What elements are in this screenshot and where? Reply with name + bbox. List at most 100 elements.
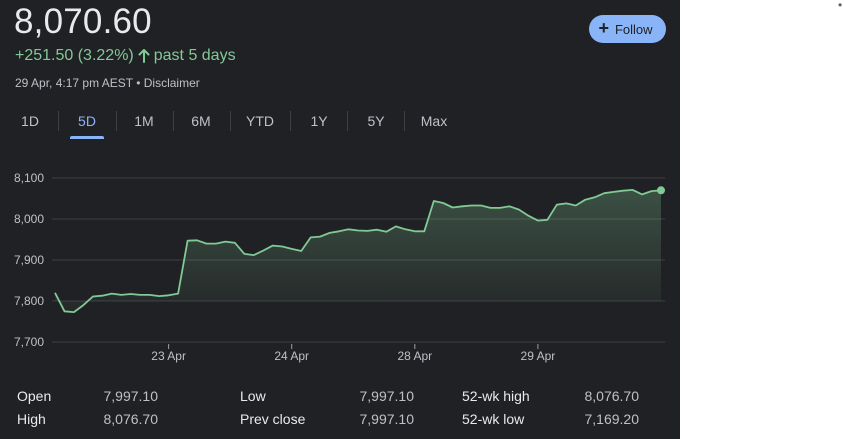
data-point bbox=[613, 191, 615, 193]
stat-prev-close-value: 7,997.10 bbox=[359, 411, 415, 427]
data-point bbox=[632, 189, 634, 191]
stat-high-label: High bbox=[17, 411, 46, 427]
y-tick-label: 8,100 bbox=[14, 171, 44, 185]
corner-dot: • bbox=[838, 0, 843, 12]
data-point bbox=[215, 243, 217, 245]
stat-prev-close-label: Prev close bbox=[240, 411, 306, 427]
tab-6m[interactable]: 6M bbox=[191, 113, 211, 129]
data-point bbox=[404, 228, 406, 230]
data-point bbox=[499, 207, 501, 209]
tab-max[interactable]: Max bbox=[420, 113, 448, 129]
data-point bbox=[177, 293, 179, 295]
data-point bbox=[243, 253, 245, 255]
data-point bbox=[509, 205, 511, 207]
data-point bbox=[366, 230, 368, 232]
data-point bbox=[641, 193, 643, 195]
data-point bbox=[414, 230, 416, 232]
stock-quote-panel: 8,070.60 +251.50 (3.22%) past 5 days 29 … bbox=[0, 0, 680, 439]
data-point bbox=[423, 230, 425, 232]
current-price: 8,070.60 bbox=[14, 2, 152, 41]
data-point bbox=[54, 292, 56, 294]
data-point bbox=[63, 310, 65, 312]
data-points bbox=[54, 186, 665, 313]
data-point bbox=[338, 230, 340, 232]
tab-divider bbox=[230, 111, 231, 131]
stat-low-value: 7,997.10 bbox=[359, 388, 415, 404]
data-point bbox=[168, 294, 170, 296]
tab-5d[interactable]: 5D bbox=[65, 108, 109, 134]
price-change: +251.50 (3.22%) past 5 days bbox=[15, 46, 236, 66]
data-point bbox=[556, 204, 558, 206]
tab-5y[interactable]: 5Y bbox=[367, 113, 385, 129]
data-point bbox=[565, 202, 567, 204]
data-point bbox=[196, 239, 198, 241]
data-point bbox=[224, 241, 226, 243]
tab-divider bbox=[404, 111, 405, 131]
y-tick-label: 8,000 bbox=[14, 212, 44, 226]
data-point bbox=[291, 248, 293, 250]
data-point bbox=[111, 293, 113, 295]
data-point bbox=[234, 242, 236, 244]
stat-52wk-high-value: 8,076.70 bbox=[584, 388, 640, 404]
stat-open-value: 7,997.10 bbox=[103, 388, 159, 404]
y-tick-label: 7,900 bbox=[14, 253, 44, 267]
price-area bbox=[55, 189, 661, 313]
data-point bbox=[518, 209, 520, 211]
data-point bbox=[471, 204, 473, 206]
data-point bbox=[82, 304, 84, 306]
y-tick-label: 7,700 bbox=[14, 335, 44, 349]
data-point bbox=[594, 196, 596, 198]
data-point bbox=[319, 236, 321, 238]
x-axis-labels: 23 Apr 24 Apr 28 Apr 29 Apr bbox=[151, 344, 555, 363]
tab-divider bbox=[58, 111, 59, 131]
data-point bbox=[442, 202, 444, 204]
y-tick-label: 7,800 bbox=[14, 294, 44, 308]
data-point bbox=[622, 190, 624, 192]
data-point bbox=[546, 219, 548, 221]
data-point bbox=[139, 294, 141, 296]
tab-1m[interactable]: 1M bbox=[134, 113, 154, 129]
data-point bbox=[158, 295, 160, 297]
data-point bbox=[348, 228, 350, 230]
data-point bbox=[130, 293, 132, 295]
stat-52wk-high-label: 52-wk high bbox=[462, 388, 530, 404]
change-value: +251.50 (3.22%) bbox=[15, 47, 134, 64]
data-point bbox=[433, 200, 435, 202]
data-point bbox=[480, 204, 482, 206]
data-point bbox=[537, 220, 539, 222]
data-point bbox=[395, 225, 397, 227]
tab-divider bbox=[173, 111, 174, 131]
data-point bbox=[452, 207, 454, 209]
follow-button[interactable]: + Follow bbox=[589, 15, 666, 43]
tab-1y[interactable]: 1Y bbox=[310, 113, 328, 129]
y-axis-labels: 8,100 8,000 7,900 7,800 7,700 bbox=[14, 171, 44, 349]
plus-icon: + bbox=[598, 18, 609, 38]
stat-open-label: Open bbox=[17, 388, 52, 404]
price-chart: 8,100 8,000 7,900 7,800 7,700 23 Apr 24 Apr 28… bbox=[14, 171, 665, 363]
follow-label: Follow bbox=[614, 21, 653, 37]
x-tick-label: 29 Apr bbox=[521, 349, 556, 363]
x-tick-label: 23 Apr bbox=[151, 349, 186, 363]
data-point bbox=[120, 294, 122, 296]
stat-52wk-low-value: 7,169.20 bbox=[584, 411, 640, 427]
data-point bbox=[461, 205, 463, 207]
tab-divider bbox=[347, 111, 348, 131]
data-point bbox=[272, 245, 274, 247]
data-point bbox=[187, 240, 189, 242]
stat-high-value: 8,076.70 bbox=[103, 411, 159, 427]
stat-low-label: Low bbox=[240, 388, 266, 404]
data-point bbox=[281, 245, 283, 247]
disclaimer-link[interactable]: Disclaimer bbox=[143, 76, 200, 90]
data-point bbox=[253, 254, 255, 256]
data-point bbox=[73, 311, 75, 313]
data-point bbox=[357, 229, 359, 231]
quote-timestamp: 29 Apr, 4:17 pm AEST bbox=[15, 76, 133, 90]
arrow-up-icon bbox=[138, 49, 150, 63]
tab-divider bbox=[290, 111, 291, 131]
data-point bbox=[262, 250, 264, 252]
tab-ytd[interactable]: YTD bbox=[246, 113, 274, 129]
price-line bbox=[54, 189, 662, 313]
data-point bbox=[149, 294, 151, 296]
data-point bbox=[101, 295, 103, 297]
tab-1d[interactable]: 1D bbox=[21, 113, 39, 129]
